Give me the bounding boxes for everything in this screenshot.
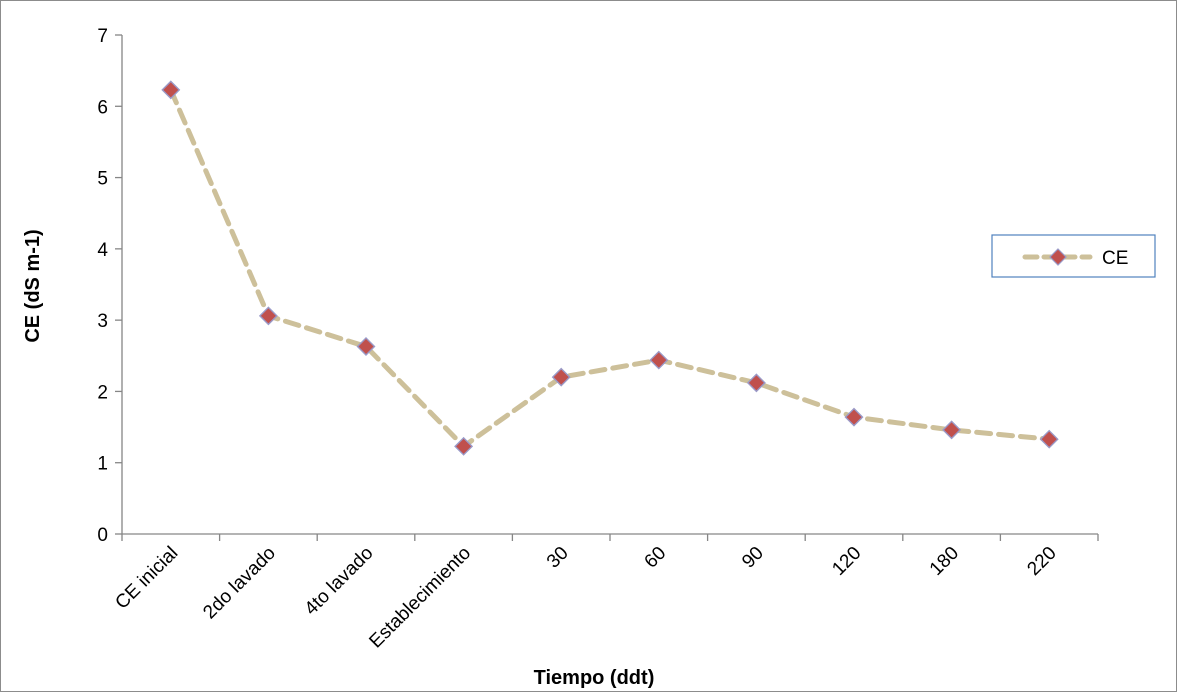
x-tick-label: 2do lavado: [199, 543, 280, 624]
y-tick-label: 0: [97, 525, 108, 546]
y-axis: 0 1 2 3 4 5 6 7: [97, 26, 123, 546]
x-tick-label: 120: [828, 543, 865, 580]
x-tick-label: 90: [738, 543, 768, 573]
x-tick-label: 4to lavado: [301, 543, 378, 620]
y-tick-label: 7: [97, 26, 108, 47]
y-tick-label: 1: [97, 454, 108, 475]
legend-marker: [1049, 248, 1067, 266]
data-point-marker: [356, 337, 376, 357]
y-tick-label: 3: [97, 311, 108, 332]
data-point-marker: [649, 350, 669, 370]
y-tick-label: 4: [97, 240, 108, 261]
y-tick-label: 6: [97, 97, 108, 118]
x-axis-title: Tiempo (ddt): [534, 667, 655, 689]
data-point-marker: [454, 436, 474, 456]
x-tick-label: 60: [641, 543, 671, 573]
series-line: [168, 87, 1052, 449]
data-point-marker: [746, 373, 766, 393]
x-axis: CE inicial 2do lavado 4to lavadoEstablecim…: [111, 533, 1099, 653]
series-ce: [161, 80, 1059, 456]
data-point-marker: [1039, 429, 1059, 449]
y-tick-label: 2: [97, 382, 108, 403]
y-axis-title: CE (dS m-1): [22, 229, 44, 342]
data-point-marker: [844, 407, 864, 427]
legend: CE: [991, 234, 1156, 278]
data-point-marker: [942, 420, 962, 440]
data-point-marker: [258, 306, 278, 326]
x-tick-label: CE inicial: [111, 543, 182, 614]
x-tick-label: 180: [926, 543, 963, 580]
data-point-marker: [161, 80, 181, 100]
y-tick-label: 5: [97, 169, 108, 190]
data-point-marker: [551, 367, 571, 387]
x-tick-label: Establecimiento: [365, 543, 475, 653]
x-tick-label: 30: [543, 543, 573, 573]
x-tick-label: 220: [1023, 543, 1060, 580]
legend-label: CE: [1102, 248, 1128, 269]
